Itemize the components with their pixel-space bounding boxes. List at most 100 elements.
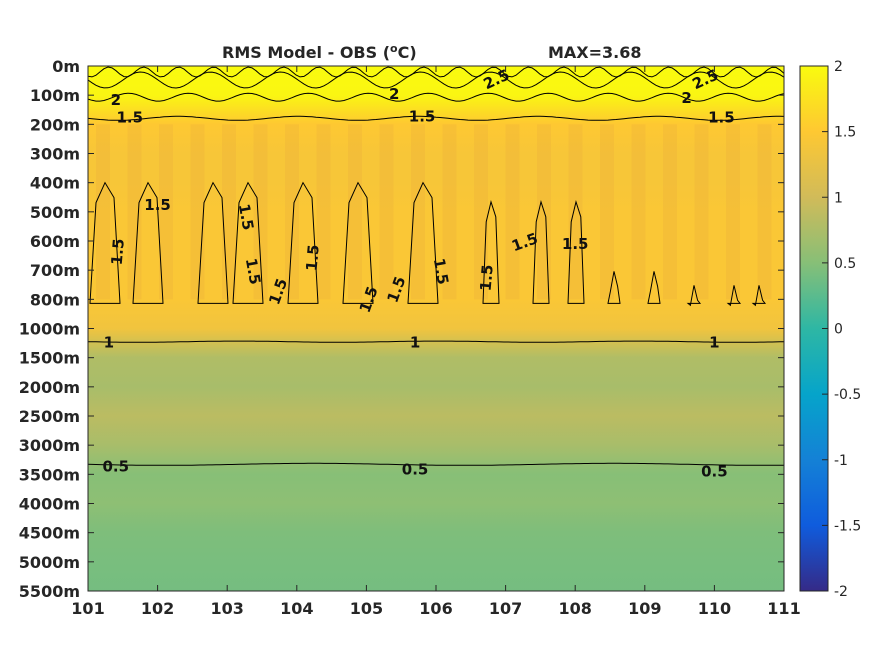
colorbar-tick-label: -1 bbox=[834, 453, 848, 469]
contour-1.5-blob bbox=[567, 199, 585, 304]
contour-label: 0.5 bbox=[103, 457, 130, 475]
contour-2 bbox=[87, 92, 785, 102]
contour-label: 1.5 bbox=[430, 257, 452, 286]
y-tick-label: 3000m bbox=[19, 436, 80, 455]
contour-label: 1.5 bbox=[242, 257, 264, 286]
heatmap-stripe bbox=[568, 124, 583, 300]
contour-lines bbox=[87, 66, 785, 466]
y-tick-label: 5000m bbox=[19, 553, 80, 572]
y-tick-label: 2000m bbox=[19, 378, 80, 397]
y-tick-label: 1000m bbox=[19, 320, 80, 339]
colorbar-tick-label: 0 bbox=[834, 322, 843, 338]
colorbar-tick-label: 1.5 bbox=[834, 125, 856, 141]
x-tick-label: 108 bbox=[558, 599, 591, 618]
contour-label: 1.5 bbox=[144, 196, 171, 214]
contour-1.5-blob bbox=[726, 285, 742, 307]
contour-1.5-blob bbox=[751, 285, 767, 307]
x-axis: 101 102 103 104 105 106 107 108 109 110 111 bbox=[71, 66, 801, 618]
x-tick-label: 101 bbox=[71, 599, 104, 618]
contour-label: 0.5 bbox=[402, 460, 429, 478]
x-tick-label: 111 bbox=[767, 599, 800, 618]
heatmap-stripe bbox=[348, 124, 362, 300]
heatmap-stripe bbox=[159, 124, 173, 300]
contour-label: 1.5 bbox=[477, 264, 497, 292]
heatmap-field bbox=[88, 66, 784, 591]
colorbar-tick-label: 0.5 bbox=[834, 256, 856, 272]
heatmap-stripe bbox=[96, 124, 110, 300]
contour-1.5-blob bbox=[287, 181, 319, 304]
y-tick-label: 3500m bbox=[19, 465, 80, 484]
heatmap-stripe bbox=[379, 124, 394, 300]
heatmap-stripe bbox=[253, 124, 268, 300]
contour-label: 2 bbox=[389, 85, 399, 103]
contour-1.5-blob bbox=[89, 181, 121, 304]
heatmap-stripe bbox=[442, 124, 457, 300]
y-tick-label: 400m bbox=[30, 174, 80, 193]
y-tick-label: 4000m bbox=[19, 495, 80, 514]
contour-label: 1 bbox=[410, 334, 420, 352]
heatmap-stripe bbox=[694, 124, 709, 300]
y-tick-label: 200m bbox=[30, 115, 80, 134]
x-tick-label: 107 bbox=[489, 599, 522, 618]
y-tick-label: 600m bbox=[30, 232, 80, 251]
chart-title-main: RMS Model - OBS ( bbox=[222, 43, 390, 62]
heatmap-stripe bbox=[190, 124, 205, 300]
x-tick-label: 110 bbox=[698, 599, 731, 618]
y-axis: 0m 100m 200m 300m 400m 500m 600m 700m 800m 1000m 1… bbox=[19, 57, 784, 601]
contour-label: 1.5 bbox=[117, 108, 144, 126]
contour-label: 1.5 bbox=[409, 107, 436, 125]
y-tick-label: 800m bbox=[30, 290, 80, 309]
contour-1.5-blob bbox=[197, 181, 229, 304]
x-tick-label: 105 bbox=[350, 599, 383, 618]
contour-label: 1 bbox=[104, 334, 114, 352]
colorbar-tick-label: -2 bbox=[834, 584, 848, 600]
heatmap-stripe bbox=[285, 124, 299, 300]
chart-title-unit: C) bbox=[398, 43, 417, 62]
contour-label: 1.5 bbox=[708, 108, 735, 126]
contour-1.5-blob bbox=[132, 181, 164, 304]
contour-2.5-inner bbox=[87, 66, 785, 78]
x-tick-label: 102 bbox=[141, 599, 174, 618]
colorbar-tick-label: -0.5 bbox=[834, 387, 861, 403]
chart-title: RMS Model - OBS (oC) bbox=[222, 42, 417, 62]
contour-1.5-blob bbox=[407, 181, 439, 304]
colorbar-tick-label: 1 bbox=[834, 190, 843, 206]
heatmap-stripe bbox=[411, 124, 425, 300]
colorbar-tick-label: 2 bbox=[834, 59, 843, 75]
contour-1.5-upper bbox=[87, 115, 785, 121]
contour-label: 2 bbox=[681, 89, 691, 107]
heatmap-stripe bbox=[663, 124, 677, 300]
y-tick-label: 0m bbox=[52, 57, 80, 76]
contour-label: 1.5 bbox=[235, 202, 257, 231]
y-tick-label: 100m bbox=[30, 86, 80, 105]
contour-1.5-blob bbox=[686, 285, 702, 307]
contour-1.5-blob bbox=[647, 271, 661, 304]
y-tick-label: 2500m bbox=[19, 407, 80, 426]
contour-1 bbox=[87, 340, 785, 343]
colorbar-tick-label: -1.5 bbox=[834, 518, 861, 534]
contour-label: 1 bbox=[709, 334, 719, 352]
contour-label: 1.5 bbox=[562, 235, 589, 253]
colorbar: 2 1.5 1 0.5 0 -0.5 -1 -1.5 -2 bbox=[799, 59, 861, 600]
y-tick-label: 1500m bbox=[19, 349, 80, 368]
contour-1.5-blob bbox=[482, 199, 500, 304]
heatmap-stripe bbox=[757, 124, 772, 300]
heatmap-stripe bbox=[600, 124, 614, 300]
contour-label: 2 bbox=[111, 91, 121, 109]
heatmap-stripe bbox=[505, 124, 520, 300]
heatmap-stripe bbox=[316, 124, 331, 300]
contour-0.5 bbox=[87, 462, 785, 466]
chart-title-degree: o bbox=[390, 42, 398, 55]
y-tick-label: 4500m bbox=[19, 524, 80, 543]
contour-label: 1.5 bbox=[108, 238, 128, 266]
max-label: MAX=3.68 bbox=[548, 43, 642, 62]
x-tick-label: 109 bbox=[628, 599, 661, 618]
contour-1.5-blob bbox=[232, 181, 264, 304]
heatmap-stripe bbox=[222, 124, 236, 300]
x-tick-label: 103 bbox=[210, 599, 243, 618]
heatmap-stripe bbox=[631, 124, 646, 300]
y-tick-label: 500m bbox=[30, 203, 80, 222]
heatmap-stripe bbox=[127, 124, 142, 300]
contour-1.5-blob bbox=[532, 199, 550, 304]
